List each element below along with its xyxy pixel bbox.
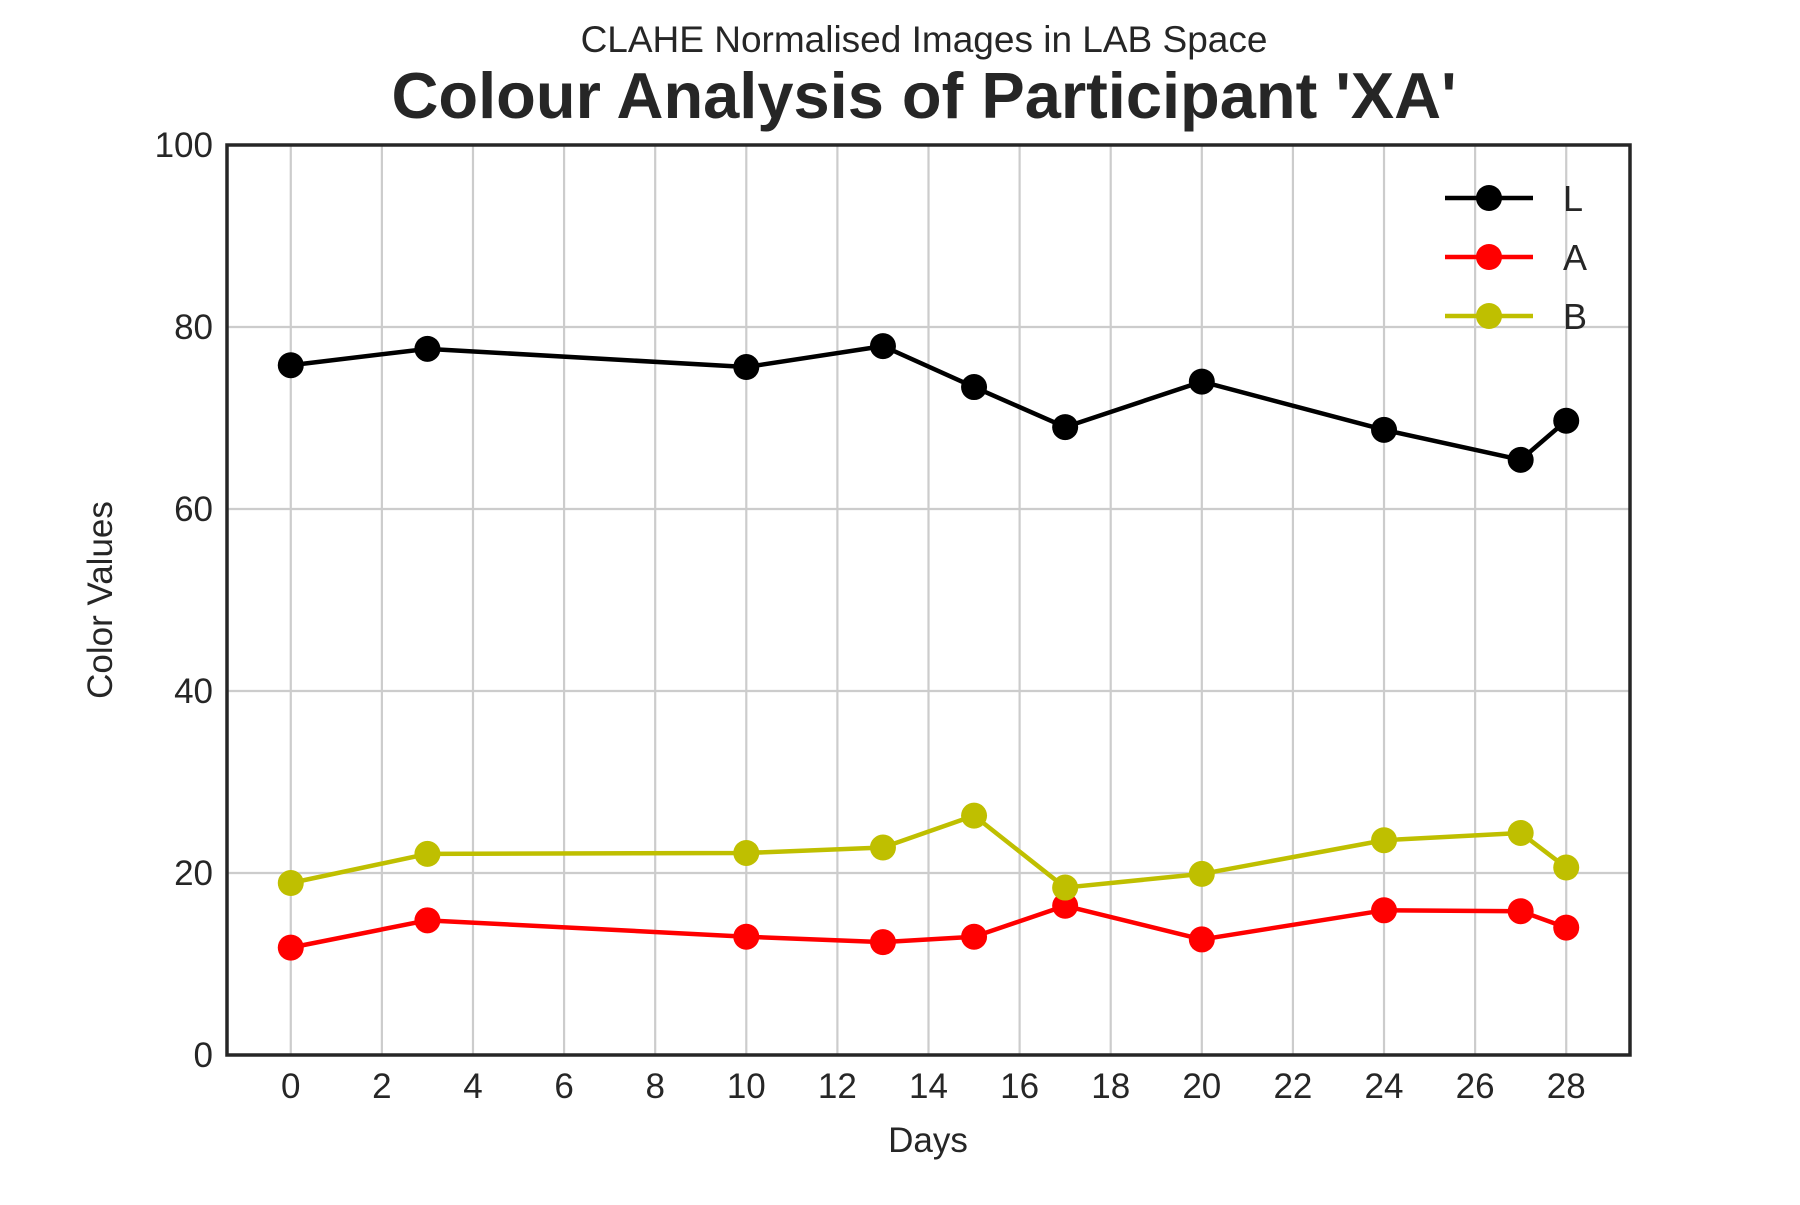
data-point-a xyxy=(961,924,987,950)
x-tick-label: 6 xyxy=(554,1067,573,1106)
data-point-l xyxy=(1189,369,1215,395)
data-point-l xyxy=(733,354,759,380)
x-tick-label: 8 xyxy=(645,1067,664,1106)
x-tick-label: 16 xyxy=(1000,1067,1039,1106)
x-tick-label: 14 xyxy=(909,1067,948,1106)
legend-marker-a xyxy=(1476,244,1502,270)
y-tick-label: 60 xyxy=(174,490,213,529)
data-point-l xyxy=(961,374,987,400)
legend-label-b: B xyxy=(1563,296,1587,337)
data-point-a xyxy=(1189,926,1215,952)
data-point-l xyxy=(414,336,440,362)
data-point-l xyxy=(278,352,304,378)
chart-title: Colour Analysis of Participant 'XA' xyxy=(391,59,1456,132)
x-tick-label: 4 xyxy=(463,1067,482,1106)
data-point-a xyxy=(733,924,759,950)
data-point-b xyxy=(1052,875,1078,901)
x-tick-label: 28 xyxy=(1547,1067,1586,1106)
data-point-a xyxy=(414,907,440,933)
data-point-b xyxy=(1189,861,1215,887)
data-point-a xyxy=(870,929,896,955)
legend-marker-b xyxy=(1476,303,1502,329)
legend-label-l: L xyxy=(1563,178,1583,219)
x-tick-label: 0 xyxy=(281,1067,300,1106)
chart-subtitle: CLAHE Normalised Images in LAB Space xyxy=(581,19,1268,60)
x-tick-label: 12 xyxy=(818,1067,857,1106)
x-axis-label: Days xyxy=(888,1121,968,1160)
data-point-b xyxy=(733,840,759,866)
data-point-l xyxy=(1371,417,1397,443)
data-point-b xyxy=(1371,827,1397,853)
data-point-b xyxy=(1508,820,1534,846)
y-tick-label: 40 xyxy=(174,672,213,711)
data-point-a xyxy=(1508,898,1534,924)
data-point-b xyxy=(870,835,896,861)
data-point-l xyxy=(1052,414,1078,440)
x-tick-label: 2 xyxy=(372,1067,391,1106)
data-point-b xyxy=(414,841,440,867)
data-point-b xyxy=(1553,855,1579,881)
y-tick-label: 80 xyxy=(174,308,213,347)
x-tick-label: 26 xyxy=(1456,1067,1495,1106)
x-tick-label: 18 xyxy=(1091,1067,1130,1106)
y-tick-label: 100 xyxy=(155,126,213,165)
data-point-l xyxy=(870,333,896,359)
x-tick-label: 10 xyxy=(727,1067,766,1106)
data-point-l xyxy=(1508,447,1534,473)
x-tick-label: 20 xyxy=(1182,1067,1221,1106)
data-point-b xyxy=(278,870,304,896)
data-point-b xyxy=(961,803,987,829)
x-tick-label: 22 xyxy=(1273,1067,1312,1106)
data-point-a xyxy=(1553,915,1579,941)
y-tick-label: 20 xyxy=(174,854,213,893)
x-axis-ticks: 0 2 4 6 8 10 12 14 16 18 20 22 24 26 28 xyxy=(281,1067,1586,1106)
data-point-l xyxy=(1553,408,1579,434)
x-tick-label: 24 xyxy=(1365,1067,1404,1106)
data-point-a xyxy=(1371,897,1397,923)
y-tick-label: 0 xyxy=(194,1036,213,1075)
legend-marker-l xyxy=(1476,185,1502,211)
legend-label-a: A xyxy=(1563,237,1587,278)
data-point-a xyxy=(278,935,304,961)
y-axis-label: Color Values xyxy=(81,501,120,699)
